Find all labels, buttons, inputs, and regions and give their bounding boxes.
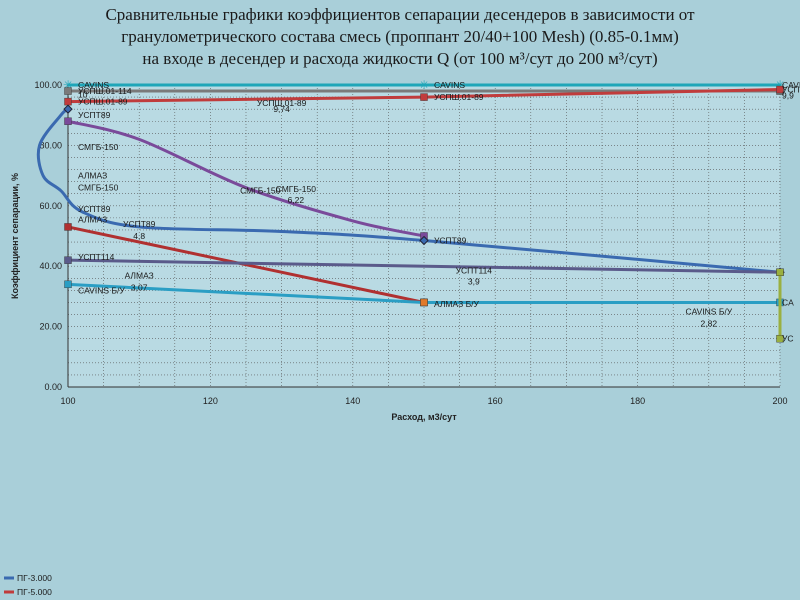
data-label: УСПТ89 — [78, 110, 111, 120]
series-line — [36, 107, 781, 274]
series-алмаз-б-у — [420, 298, 428, 307]
data-label: 6,22 — [288, 195, 305, 205]
data-point — [776, 268, 784, 276]
data-label: УСПТ89 — [123, 219, 156, 229]
data-point — [420, 93, 428, 101]
data-label: УСПШ.01-89 — [257, 98, 307, 108]
data-label: CAVINS — [78, 80, 109, 90]
y-tick-label: 80.00 — [39, 140, 62, 150]
chart-title-line: Сравнительные графики коэффициентов сепа… — [105, 5, 695, 24]
x-tick-label: 100 — [60, 396, 75, 406]
series-cavins: ✳ ✳ ✳ — [63, 78, 785, 92]
data-label: УСПШ.01-114 — [78, 86, 132, 96]
chart-title: Сравнительные графики коэффициентов сепа… — [0, 4, 800, 70]
y-tick-label: 100.00 — [34, 80, 62, 90]
data-label: CAVINS — [782, 80, 800, 90]
data-label: 10 — [78, 90, 88, 100]
data-point — [64, 97, 72, 106]
data-point: ✳ — [63, 78, 73, 92]
data-labels: CAVINSCAVINSCAVINSУСПШ.01-11410УСПШ.01-8… — [78, 80, 800, 344]
data-label: СМГБ-150 — [276, 184, 317, 194]
data-label: УСПШ.01-89 — [434, 92, 484, 102]
data-label: СМГБ-150 — [240, 186, 281, 196]
data-point — [419, 235, 429, 246]
data-label: 9,9 — [782, 91, 794, 101]
data-label: АЛМАЗ — [78, 214, 107, 224]
x-tick-label: 160 — [488, 396, 503, 406]
data-label: УСПТ89 — [434, 236, 467, 246]
data-label: АЛМАЗ — [78, 171, 107, 181]
data-label: 9,74 — [273, 104, 290, 114]
x-tick-label: 200 — [772, 396, 787, 406]
axes: 100 120 140 160 180 200 0.00 20.00 40.00 60.00 80.… — [34, 80, 787, 406]
data-point: ✳ — [419, 78, 429, 92]
data-label: CAVINS Б/У — [685, 307, 732, 317]
series-line — [67, 258, 781, 274]
data-point — [64, 280, 72, 289]
data-label: СМГБ-150 — [78, 183, 119, 193]
data-point — [63, 104, 73, 114]
series-успш-01-89 — [64, 85, 784, 106]
series-group: ✳ ✳ ✳ — [36, 78, 785, 343]
data-point — [776, 85, 784, 94]
data-label: УС — [782, 334, 794, 344]
data-label: CA — [782, 297, 794, 307]
chart-title-line: гранулометрического состава смесь (пропп… — [121, 27, 679, 46]
y-tick-label: 60.00 — [39, 201, 62, 211]
data-label: АЛМАЗ — [125, 270, 154, 280]
legend-item: ПГ-3.000 — [17, 573, 52, 583]
y-tick-label: 40.00 — [39, 261, 62, 271]
x-tick-label: 140 — [345, 396, 360, 406]
data-label: УСПТ114 — [456, 266, 493, 276]
y-axis-label: Коэффициент сепарации, % — [10, 173, 20, 299]
series-ус — [776, 268, 784, 343]
legend-item: ПГ-5.000 — [17, 587, 52, 597]
data-point — [64, 117, 72, 125]
data-label: СМГБ-150 — [78, 142, 119, 152]
data-point — [420, 298, 428, 307]
series-line — [67, 119, 425, 238]
data-label: CAVINS Б/У — [78, 285, 125, 295]
x-tick-label: 120 — [203, 396, 218, 406]
y-tick-label: 0.00 — [44, 382, 62, 392]
data-label: УСПТ114 — [78, 252, 115, 262]
data-label: УСПШ.0 — [782, 85, 800, 95]
data-label: АЛМАЗ Б/У — [434, 299, 480, 309]
data-point: ✳ — [775, 78, 785, 92]
data-label: 3,07 — [131, 282, 148, 292]
x-axis-label: Расход, м3/сут — [391, 412, 457, 422]
chart-title-line: на входе в десендер и расхода жидкости Q… — [142, 49, 658, 68]
series-line — [67, 225, 425, 304]
data-point — [776, 334, 784, 343]
x-tick-label: 180 — [630, 396, 645, 406]
data-label: УСПШ.01-89 — [78, 97, 128, 107]
data-label: CAVINS — [434, 80, 465, 90]
data-point — [64, 223, 72, 231]
data-label: УСПТ89 — [78, 204, 111, 214]
data-point — [64, 87, 72, 95]
data-label: 2,82 — [701, 319, 718, 329]
y-tick-label: 20.00 — [39, 322, 62, 332]
data-label: 4,8 — [133, 231, 145, 241]
data-point — [64, 256, 72, 264]
data-label: 3,9 — [468, 276, 480, 286]
legend: ПГ-3.000 ПГ-5.000 — [4, 573, 52, 597]
